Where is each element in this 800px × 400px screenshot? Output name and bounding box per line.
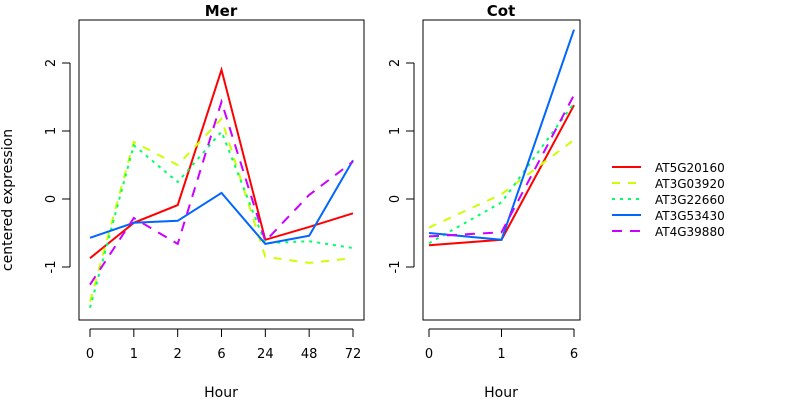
series-line-at3g22660	[89, 129, 354, 309]
series-group-mer	[89, 66, 354, 309]
y-axis-mer: -1 0 1 2	[44, 59, 71, 274]
x-tick-label: 6	[570, 347, 578, 362]
y-tick-label: 1	[388, 127, 403, 135]
y-tick-label: 2	[44, 59, 59, 67]
x-axis-title-mer: Hour	[204, 385, 238, 400]
y-tick-label: 2	[388, 59, 403, 67]
series-line-at4g39880	[428, 94, 575, 238]
legend-label: AT4G39880	[655, 225, 725, 239]
y-tick-label: -1	[44, 261, 59, 274]
plot-box-cot	[422, 19, 581, 321]
panel-title-mer: Mer	[205, 2, 238, 20]
legend-label: AT3G03920	[655, 177, 725, 191]
series-group-cot	[428, 29, 575, 247]
series-line-at3g03920	[428, 139, 575, 229]
y-tick-label: -1	[388, 261, 403, 274]
y-tick-label: 0	[388, 195, 403, 203]
series-line-at4g39880	[89, 98, 354, 286]
x-tick-label: 0	[425, 347, 433, 362]
legend-label: AT3G53430	[655, 209, 725, 223]
x-tick-label: 72	[345, 347, 362, 362]
plot-box-mer	[78, 19, 365, 321]
y-tick-label: 0	[44, 195, 59, 203]
legend: AT5G20160 AT3G03920 AT3G22660 AT3G53430 AT4G…	[612, 161, 725, 239]
panel-title-cot: Cot	[487, 2, 515, 20]
x-tick-label: 1	[130, 347, 138, 362]
y-tick-label: 1	[44, 127, 59, 135]
y-axis-title: centered expression	[0, 129, 16, 271]
legend-label: AT5G20160	[655, 161, 725, 175]
x-tick-label: 48	[301, 347, 318, 362]
legend-entry: AT3G53430	[612, 209, 725, 223]
series-line-at3g22660	[428, 102, 575, 245]
x-axis-title-cot: Hour	[484, 385, 518, 400]
x-tick-label: 2	[174, 347, 182, 362]
x-tick-label: 0	[86, 347, 94, 362]
x-axis-mer: 0 1 2 6 24 48 72	[86, 328, 362, 362]
series-line-at3g53430	[89, 159, 354, 245]
y-axis-cot: -1 0 1 2	[388, 59, 415, 274]
legend-entry: AT3G22660	[612, 193, 725, 207]
legend-entry: AT5G20160	[612, 161, 725, 175]
x-axis-cot: 0 1 6	[425, 328, 578, 362]
series-line-at5g20160	[428, 104, 575, 247]
legend-label: AT3G22660	[655, 193, 725, 207]
panel-mer: Mer 0 1 2 6 24 48 72 -1 0 1 2 Hour	[44, 2, 365, 400]
x-tick-label: 24	[257, 347, 274, 362]
legend-entry: AT3G03920	[612, 177, 725, 191]
x-tick-label: 6	[217, 347, 225, 362]
x-tick-label: 1	[497, 347, 505, 362]
legend-entry: AT4G39880	[612, 225, 725, 239]
panel-cot: Cot 0 1 6 -1 0 1 2 Hour	[388, 2, 581, 400]
series-line-at3g03920	[89, 116, 354, 302]
